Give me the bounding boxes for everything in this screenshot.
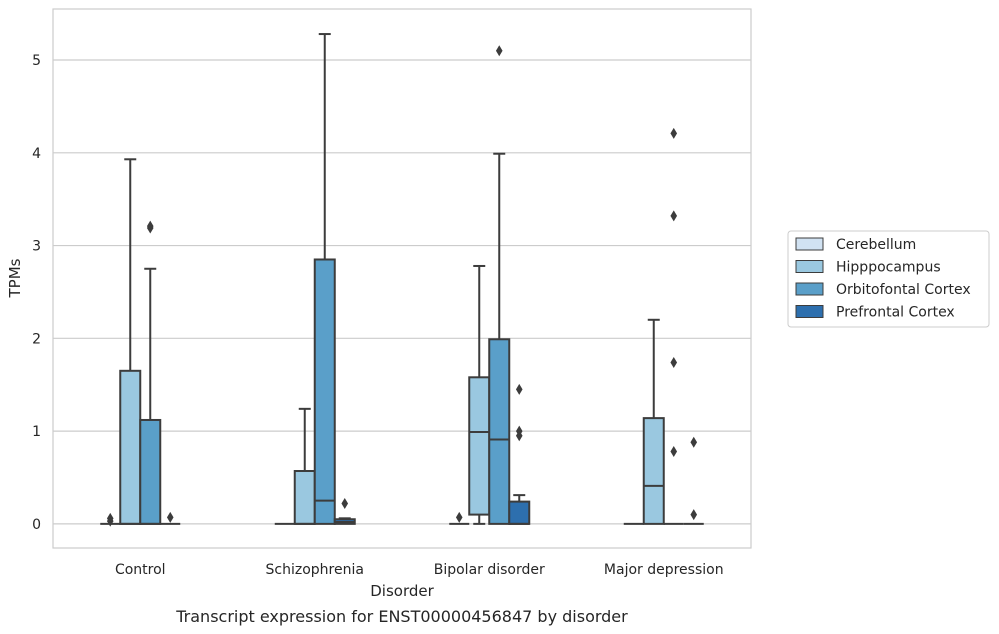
outlier-point — [341, 497, 349, 509]
y-tick-label: 4 — [32, 146, 41, 162]
y-tick-label: 1 — [32, 424, 41, 440]
box-element — [313, 33, 336, 525]
category-group — [274, 33, 356, 525]
y-tick-label: 0 — [32, 517, 41, 533]
y-tick-label: 5 — [32, 53, 41, 69]
outlier-point — [670, 356, 678, 368]
legend-frame — [787, 230, 990, 328]
legend-label: Orbitofontal Cortex — [836, 282, 971, 298]
legend-swatch — [795, 260, 824, 273]
outlier-point — [166, 511, 174, 523]
legend-label: Cerebellum — [836, 237, 916, 253]
y-axis-label: TPMs — [6, 258, 24, 298]
legend-item: Hipppocampus — [795, 260, 941, 276]
box-element — [160, 511, 181, 525]
category-group — [623, 127, 704, 525]
outlier-point — [146, 220, 154, 232]
x-tick-label: Schizophrenia — [266, 562, 364, 578]
box-element — [663, 127, 684, 525]
outlier-point — [690, 509, 698, 521]
box-element — [449, 511, 470, 525]
box-element — [508, 383, 531, 525]
box-element — [139, 220, 162, 525]
category-group — [449, 45, 531, 525]
outlier-point — [515, 383, 523, 395]
y-tick-label: 3 — [32, 239, 41, 255]
x-tick-label: Bipolar disorder — [434, 562, 545, 578]
box-iqr — [488, 338, 511, 525]
outlier-point — [670, 127, 678, 139]
y-tick-label: 2 — [32, 331, 41, 347]
box-groups — [100, 33, 704, 527]
legend-item: Cerebellum — [795, 237, 916, 253]
box-iqr — [139, 418, 162, 525]
category-group — [100, 158, 181, 527]
x-tick-label: Major depression — [604, 562, 724, 578]
legend-swatch — [795, 305, 824, 318]
legend: Cerebellum Hipppocampus Orbitofontal Corte… — [787, 230, 990, 328]
outlier-point — [495, 45, 503, 57]
box-iqr — [508, 500, 531, 525]
box-element — [333, 497, 356, 525]
box-iqr — [119, 369, 142, 525]
x-axis-label: Disorder — [370, 582, 434, 600]
x-tick-label: Control — [115, 562, 166, 578]
legend-item: Orbitofontal Cortex — [795, 282, 971, 298]
x-axis-ticks: Control Schizophrenia Bipolar disorder Majo… — [115, 562, 724, 578]
y-axis-ticks: 0 1 2 3 4 5 — [32, 53, 41, 533]
legend-label: Prefrontal Cortex — [836, 305, 955, 321]
outlier-point — [106, 512, 114, 524]
outlier-point — [455, 511, 463, 523]
legend-swatch — [795, 237, 824, 251]
plot-area-background — [53, 9, 751, 548]
box-element — [642, 318, 665, 525]
plot-area-frame — [52, 8, 752, 549]
box-iqr — [293, 470, 316, 525]
outlier-point — [690, 436, 698, 448]
box-iqr — [642, 417, 665, 525]
legend-label: Hipppocampus — [836, 260, 941, 276]
outlier-point — [670, 446, 678, 458]
chart-caption: Transcript expression for ENST0000045684… — [175, 607, 628, 626]
legend-item: Prefrontal Cortex — [795, 305, 955, 321]
box-element — [100, 512, 121, 527]
box-iqr — [468, 376, 491, 516]
legend-swatch — [795, 282, 824, 296]
outlier-point — [670, 210, 678, 222]
box-element — [488, 45, 511, 525]
box-iqr — [313, 258, 336, 525]
box-element — [683, 436, 704, 525]
outlier-point — [515, 430, 523, 442]
